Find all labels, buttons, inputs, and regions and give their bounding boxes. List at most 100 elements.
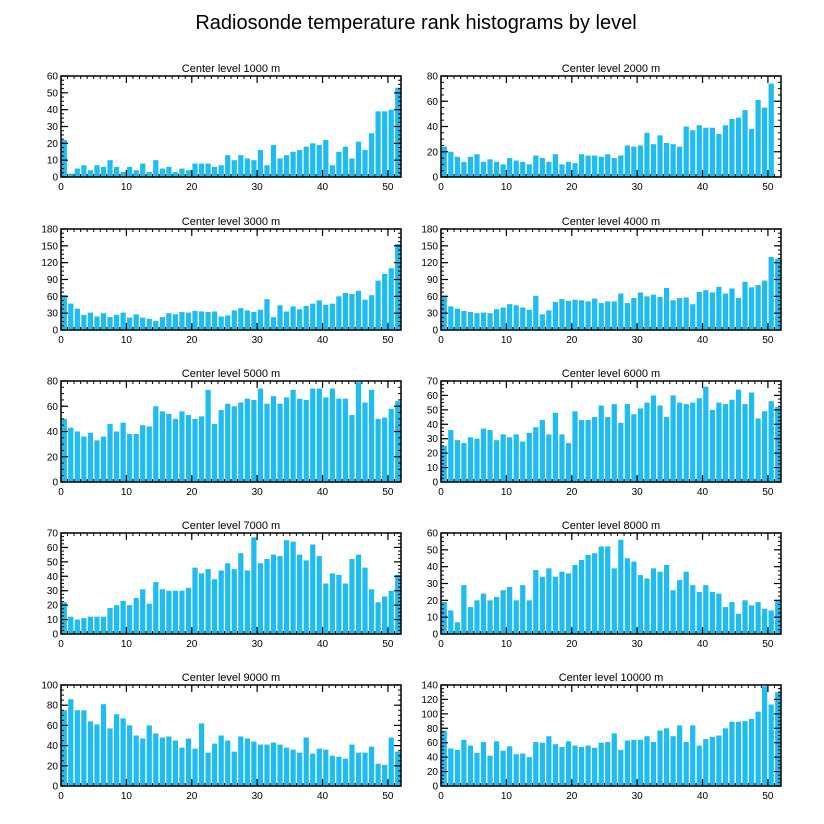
histogram-bar: [644, 132, 650, 177]
histogram-bar: [467, 437, 474, 482]
plot-frame: [60, 532, 402, 635]
histogram-bar: [500, 434, 506, 482]
histogram-bar: [146, 171, 152, 177]
histogram-bar: [231, 569, 237, 634]
histogram-bar: [61, 418, 67, 483]
y-tick-label: 40: [47, 741, 59, 752]
histogram-bar: [362, 402, 368, 482]
y-tick-label: 100: [41, 681, 58, 692]
histogram-bar: [270, 145, 277, 177]
histogram-bar: [755, 418, 761, 482]
histogram-bar: [565, 161, 572, 177]
histogram-bar: [185, 170, 192, 177]
histogram-bar: [290, 749, 296, 786]
panel-9: Center level 9000 m 0 10 20 30 40 50 0 20 40 60 80 1…: [41, 672, 402, 802]
histogram-bar: [159, 411, 165, 482]
histogram-bar: [218, 735, 224, 786]
histogram-bar: [303, 737, 309, 786]
histogram-bar: [290, 389, 296, 482]
histogram-bar: [94, 440, 100, 482]
histogram-bar: [264, 403, 270, 482]
histogram-bar: [290, 541, 296, 634]
histogram-bar: [349, 558, 355, 634]
histogram-bar: [310, 388, 316, 482]
histogram-bar: [748, 129, 755, 177]
x-tick-label: 0: [438, 335, 444, 346]
histogram-bar: [238, 553, 244, 634]
panel-title: Center level 10000 m: [559, 672, 664, 684]
histogram-bar: [448, 306, 454, 330]
histogram-bar: [618, 293, 624, 330]
y-tick-label: 120: [421, 258, 438, 269]
panel-title: Center level 9000 m: [182, 672, 280, 684]
histogram-bar: [120, 171, 126, 177]
histogram-bar: [735, 298, 742, 330]
histogram-bar: [251, 741, 257, 786]
histogram-bar: [218, 410, 224, 482]
histogram-bar: [768, 704, 774, 786]
histogram-bar: [748, 718, 755, 786]
histogram-bar: [133, 735, 139, 786]
y-tick-label: 60: [427, 97, 439, 108]
histogram-bar: [264, 744, 270, 786]
histogram-bar: [768, 83, 774, 177]
histogram-bar: [526, 164, 532, 178]
histogram-bar: [690, 725, 696, 786]
histogram-bar: [670, 144, 676, 177]
histogram-bar: [244, 570, 250, 634]
histogram-bar: [382, 596, 388, 634]
y-tick-label: 90: [47, 275, 59, 286]
histogram-bar: [277, 403, 283, 482]
histogram-bar: [179, 168, 185, 177]
histogram-bar: [297, 150, 303, 177]
histogram-bar: [81, 710, 87, 786]
x-tick-label: 40: [697, 335, 709, 346]
histogram-bar: [474, 154, 480, 177]
y-tick-label: 20: [427, 767, 439, 778]
histogram-bar: [578, 419, 585, 482]
histogram-bar: [663, 142, 670, 177]
histogram-bar: [663, 287, 670, 330]
histogram-bar: [578, 154, 585, 177]
histogram-bar: [212, 166, 218, 177]
histogram-bar: [395, 751, 401, 786]
histogram-bar: [461, 310, 467, 330]
histogram-bar: [755, 602, 761, 634]
y-tick-label: 180: [421, 225, 438, 236]
histogram-bar: [735, 721, 742, 786]
histogram-bar: [716, 134, 722, 177]
histogram-bar: [382, 273, 388, 330]
histogram-bar: [107, 423, 113, 482]
histogram-bar: [775, 258, 781, 330]
histogram-bar: [257, 744, 264, 786]
histogram-bar: [127, 605, 133, 634]
y-tick-label: 20: [47, 761, 59, 772]
panel-5: Center level 5000 m 0 10 20 30 40 50 0 20 40 60 80: [47, 368, 402, 498]
histogram-bar: [500, 307, 506, 330]
histogram-bar: [467, 607, 474, 634]
x-tick-label: 50: [762, 791, 774, 802]
histogram-bar: [480, 428, 487, 482]
histogram-bar: [631, 739, 637, 786]
histogram-bar: [61, 710, 67, 786]
histogram-bar: [624, 404, 630, 482]
histogram-bar: [140, 589, 146, 634]
x-tick-label: 30: [632, 639, 644, 650]
histogram-bar: [539, 742, 545, 786]
histogram-bar: [480, 312, 487, 330]
histogram-bar: [303, 560, 309, 634]
histogram-bar: [670, 300, 676, 330]
histogram-bar: [631, 298, 637, 330]
histogram-bar: [153, 160, 159, 177]
histogram-bar: [61, 139, 67, 177]
histogram-bar: [493, 596, 500, 634]
y-tick-label: 90: [427, 275, 439, 286]
histogram-bar: [533, 741, 539, 786]
histogram-bar: [507, 158, 513, 177]
x-tick-label: 0: [58, 487, 64, 498]
histogram-bar: [100, 616, 107, 634]
y-tick-label: 40: [427, 753, 439, 764]
histogram-bar: [362, 299, 368, 330]
histogram-bar: [565, 300, 572, 330]
x-tick-label: 10: [501, 335, 513, 346]
